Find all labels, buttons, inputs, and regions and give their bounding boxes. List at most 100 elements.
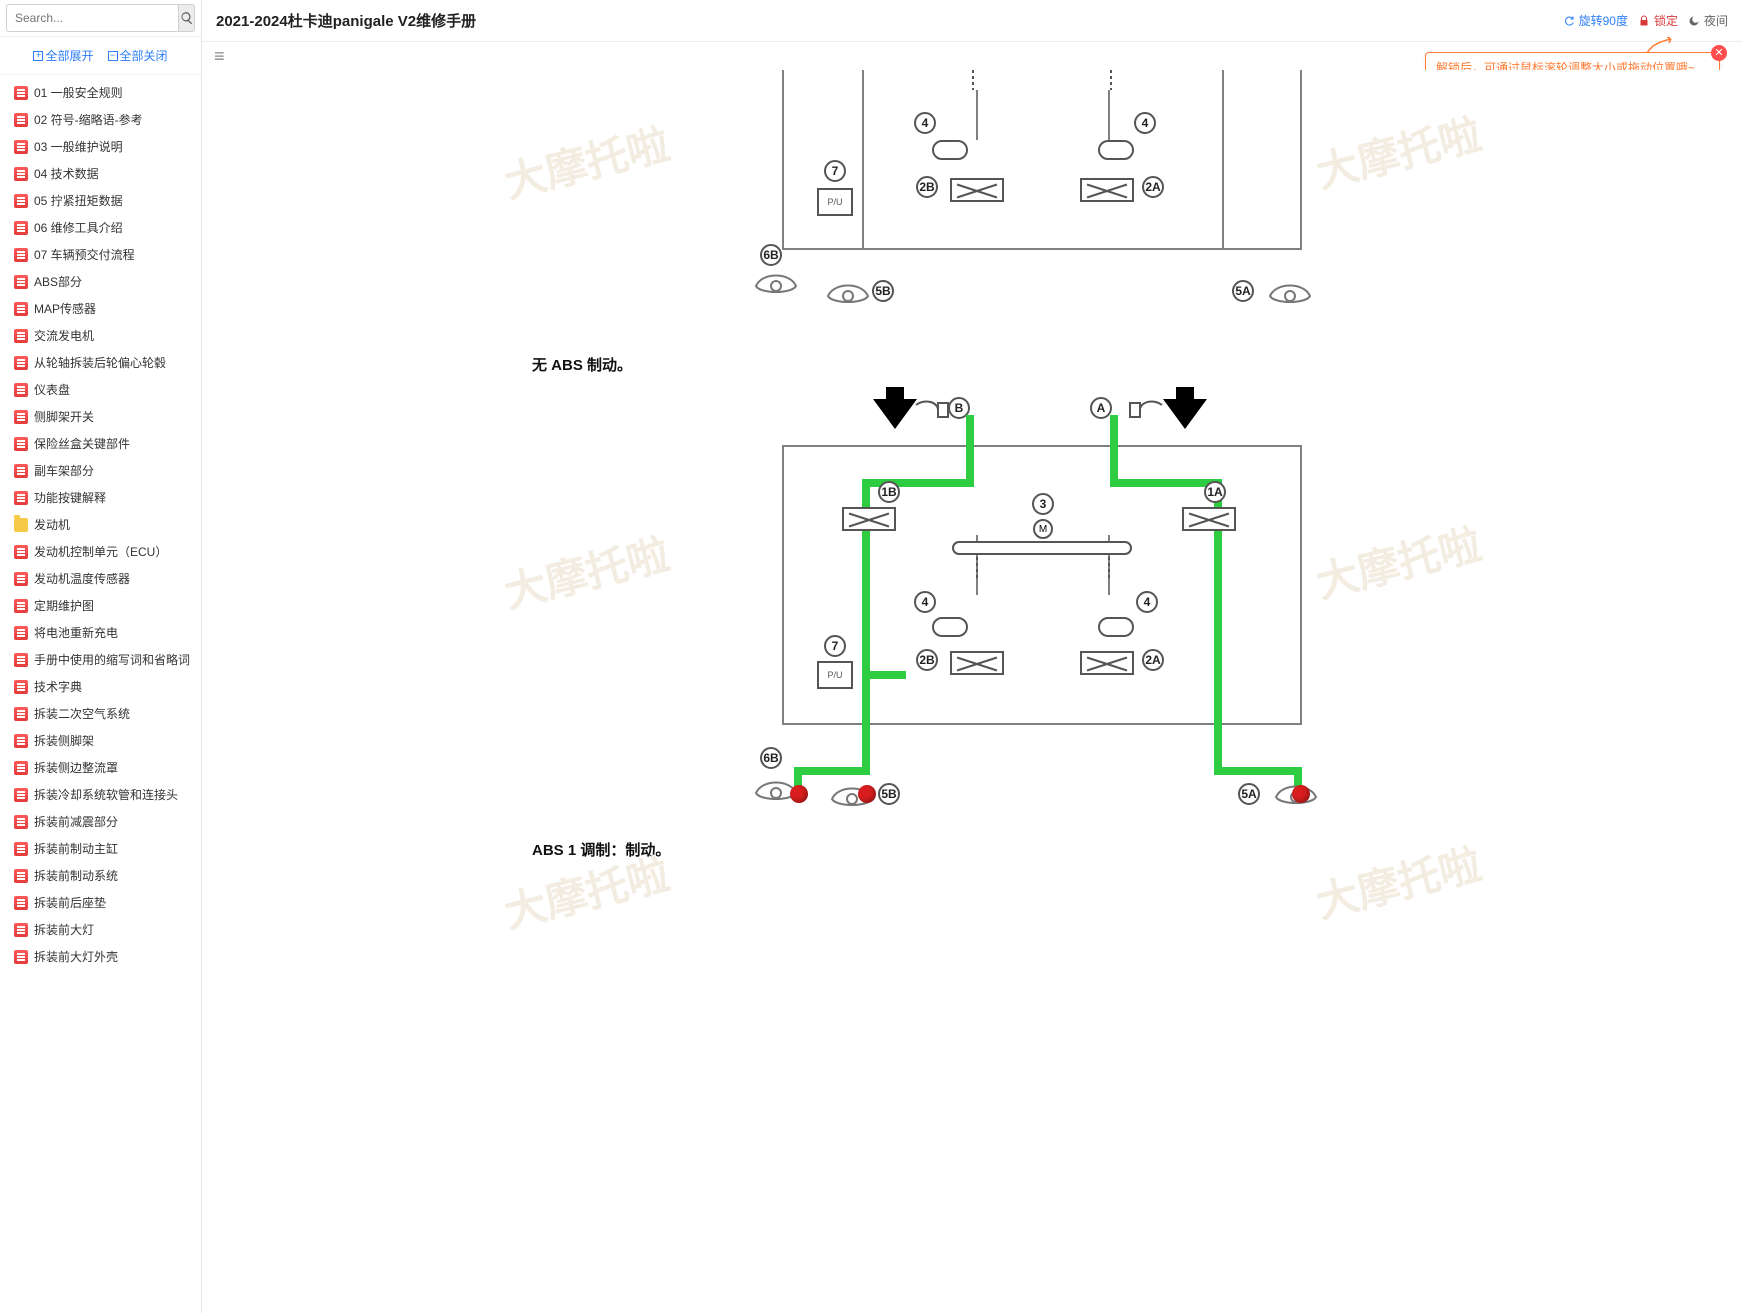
toc-item[interactable]: 01 一般安全规则 [0, 79, 201, 106]
toc-item[interactable]: 从轮轴拆装后轮偏心轮毂 [0, 349, 201, 376]
toc-item[interactable]: 拆装冷却系统软管和连接头 [0, 781, 201, 808]
night-label: 夜间 [1704, 12, 1728, 29]
toc-item-label: 拆装前后座垫 [34, 894, 106, 911]
diagram-no-abs: M 4 4 2B 2A 7 [542, 80, 1402, 340]
toc-item[interactable]: 拆装前大灯外壳 [0, 943, 201, 970]
night-mode-button[interactable]: 夜间 [1688, 12, 1728, 29]
label-7: 7 [824, 635, 846, 657]
toc-item[interactable]: 05 拧紧扭矩数据 [0, 187, 201, 214]
toc-item[interactable]: 06 维修工具介绍 [0, 214, 201, 241]
diagram-abs1: B A [542, 385, 1402, 825]
toc-item[interactable]: MAP传感器 [0, 295, 201, 322]
search-input[interactable] [6, 4, 178, 32]
label-1b: 1B [878, 481, 900, 503]
toc-item[interactable]: 将电池重新充电 [0, 619, 201, 646]
toc-item[interactable]: 拆装前制动系统 [0, 862, 201, 889]
plus-box-icon: + [33, 51, 43, 61]
tooltip-arrow [1645, 37, 1675, 53]
toc-item-label: 01 一般安全规则 [34, 84, 123, 101]
doc-icon [14, 167, 28, 181]
search-button[interactable] [178, 4, 195, 32]
rotate-icon [1563, 15, 1575, 27]
tooltip-close-button[interactable]: ✕ [1711, 45, 1727, 61]
label-5b: 5B [878, 783, 900, 805]
toc-item[interactable]: 03 一般维护说明 [0, 133, 201, 160]
pressure-unit [817, 188, 853, 216]
rotate-label: 旋转90度 [1579, 12, 1628, 29]
toc-item[interactable]: 定期维护图 [0, 592, 201, 619]
rotate-90-button[interactable]: 旋转90度 [1563, 12, 1628, 29]
toc-item[interactable]: 发动机控制单元（ECU） [0, 538, 201, 565]
document-viewer[interactable]: 大摩托啦 大摩托啦 大摩托啦 大摩托啦 大摩托啦 大摩托啦 M 4 4 [202, 70, 1742, 1313]
doc-icon [14, 275, 28, 289]
toc-item[interactable]: ABS部分 [0, 268, 201, 295]
spring [1108, 557, 1110, 581]
label-3: 3 [1032, 493, 1054, 515]
toc-item-label: 仪表盘 [34, 381, 70, 398]
doc-icon [14, 545, 28, 559]
doc-icon [14, 734, 28, 748]
toc-item[interactable]: 侧脚架开关 [0, 403, 201, 430]
toc-item-label: 07 车辆预交付流程 [34, 246, 135, 263]
moon-icon [1688, 15, 1700, 27]
toc-item[interactable]: 发动机 [0, 511, 201, 538]
caption-abs1: ABS 1 调制：制动。 [532, 839, 1452, 860]
spring [976, 557, 978, 581]
doc-icon [14, 221, 28, 235]
fluid-line [1214, 767, 1302, 775]
doc-icon [14, 140, 28, 154]
toc-item[interactable]: 拆装前减震部分 [0, 808, 201, 835]
toc-item-label: 拆装前大灯外壳 [34, 948, 118, 965]
line [1108, 90, 1110, 140]
toc-item[interactable]: 04 技术数据 [0, 160, 201, 187]
toc-item[interactable]: 仪表盘 [0, 376, 201, 403]
document-page: 大摩托啦 大摩托啦 大摩托啦 大摩托啦 大摩托啦 大摩托啦 M 4 4 [492, 80, 1452, 860]
toc-item[interactable]: 拆装前后座垫 [0, 889, 201, 916]
toc-item[interactable]: 拆装侧边整流罩 [0, 754, 201, 781]
toc-item-label: 02 符号-缩略语-参考 [34, 111, 143, 128]
line [862, 70, 864, 250]
toc-item-label: 拆装前大灯 [34, 921, 94, 938]
lock-icon [1638, 15, 1650, 27]
toc-item[interactable]: 拆装前制动主缸 [0, 835, 201, 862]
toc-item-label: 功能按键解释 [34, 489, 106, 506]
toc-item-label: 定期维护图 [34, 597, 94, 614]
toc-item[interactable]: 功能按键解释 [0, 484, 201, 511]
label-4-left: 4 [914, 591, 936, 613]
toc-item[interactable]: 技术字典 [0, 673, 201, 700]
spring [1110, 70, 1112, 90]
label-2b: 2B [916, 176, 938, 198]
arrow-input-right-head [1163, 399, 1207, 429]
toc-item[interactable]: 02 符号-缩略语-参考 [0, 106, 201, 133]
toc-item-label: ABS部分 [34, 273, 82, 290]
label-2a: 2A [1142, 649, 1164, 671]
expand-all-button[interactable]: +全部展开 [33, 47, 93, 64]
fluid-line [862, 671, 870, 775]
toc-item[interactable]: 拆装二次空气系统 [0, 700, 201, 727]
toc-item[interactable]: 拆装侧脚架 [0, 727, 201, 754]
toc-item[interactable]: 07 车辆预交付流程 [0, 241, 201, 268]
toc-item[interactable]: 发动机温度传感器 [0, 565, 201, 592]
toc-item[interactable]: 副车架部分 [0, 457, 201, 484]
toc-item[interactable]: 拆装前大灯 [0, 916, 201, 943]
brake-applied-dot [790, 785, 808, 803]
label-7: 7 [824, 160, 846, 182]
toc-item[interactable]: 保险丝盒关键部件 [0, 430, 201, 457]
valve-1a [1182, 507, 1236, 531]
toc-item-label: 将电池重新充电 [34, 624, 118, 641]
collapse-all-button[interactable]: −全部关闭 [108, 47, 168, 64]
accumulator [1098, 617, 1134, 637]
doc-icon [14, 86, 28, 100]
doc-icon [14, 356, 28, 370]
toc-item-label: 拆装冷却系统软管和连接头 [34, 786, 178, 803]
toc-tree[interactable]: 01 一般安全规则 02 符号-缩略语-参考 03 一般维护说明04 技术数据05 … [0, 75, 201, 1313]
toc-item[interactable]: 交流发电机 [0, 322, 201, 349]
toc-item[interactable]: 手册中使用的缩写词和省略词 [0, 646, 201, 673]
label-5a: 5A [1238, 783, 1260, 805]
doc-icon [14, 410, 28, 424]
toc-item-label: 拆装侧边整流罩 [34, 759, 118, 776]
lock-button[interactable]: 锁定 [1638, 12, 1678, 29]
caliper-6b [752, 266, 800, 300]
caliper-5b [824, 276, 872, 310]
expand-all-label: 全部展开 [45, 47, 93, 64]
